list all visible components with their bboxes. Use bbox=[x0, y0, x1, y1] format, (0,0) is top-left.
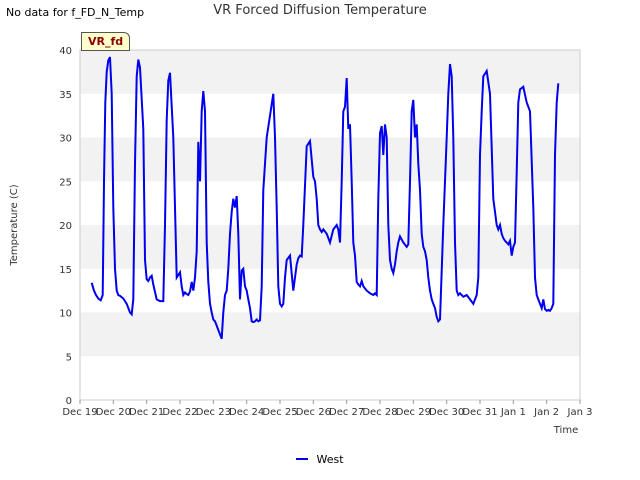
x-tick-label: Dec 27 bbox=[329, 407, 364, 418]
x-tick-label: Jan 3 bbox=[567, 407, 593, 418]
legend-label-west: West bbox=[316, 453, 344, 466]
legend: West bbox=[0, 453, 640, 466]
y-tick-label: 40 bbox=[59, 46, 72, 57]
x-tick-label: Dec 31 bbox=[462, 407, 497, 418]
y-tick-label: 0 bbox=[66, 396, 72, 407]
grid-band bbox=[80, 137, 580, 182]
x-tick-label: Dec 21 bbox=[129, 407, 164, 418]
plot-frame bbox=[79, 49, 581, 401]
x-tick-label: Dec 30 bbox=[429, 407, 464, 418]
y-tick-label: 25 bbox=[59, 177, 72, 188]
x-tick-label: Jan 1 bbox=[500, 407, 526, 418]
y-axis-title: Temperature (C) bbox=[9, 184, 20, 266]
x-tick-label: Dec 22 bbox=[162, 407, 197, 418]
y-tick-label: 20 bbox=[59, 221, 72, 232]
grid-bands bbox=[80, 50, 580, 400]
series-line-west bbox=[90, 56, 560, 340]
x-tick-label: Dec 25 bbox=[262, 407, 297, 418]
grid-band bbox=[80, 93, 580, 138]
y-tick-label: 5 bbox=[66, 352, 72, 363]
x-tick-label: Dec 20 bbox=[96, 407, 131, 418]
grid-band bbox=[80, 356, 580, 400]
site-tag: VR_fd bbox=[81, 32, 131, 51]
no-data-note: No data for f_FD_N_Temp bbox=[6, 6, 145, 19]
x-tick-label: Dec 24 bbox=[229, 407, 264, 418]
y-tick-label: 15 bbox=[59, 265, 72, 276]
x-tick-label: Dec 19 bbox=[62, 407, 97, 418]
x-tick-label: Dec 23 bbox=[196, 407, 231, 418]
grid-band bbox=[80, 50, 580, 94]
y-tick-label: 30 bbox=[59, 134, 72, 145]
grid-band bbox=[80, 312, 580, 357]
x-axis-title: Time bbox=[553, 425, 578, 436]
y-axis: 0 5 10 15 20 25 30 35 40 bbox=[59, 46, 72, 407]
grid-band bbox=[80, 225, 580, 269]
x-tick-label: Jan 2 bbox=[533, 407, 559, 418]
chart-title: VR Forced Diffusion Temperature bbox=[213, 3, 427, 18]
legend-swatch-west bbox=[296, 458, 309, 460]
y-tick-label: 35 bbox=[59, 90, 72, 101]
x-tick-label: Dec 28 bbox=[362, 407, 397, 418]
x-tick-label: Dec 26 bbox=[296, 407, 331, 418]
x-tick-label: Dec 29 bbox=[396, 407, 431, 418]
grid-band bbox=[80, 181, 580, 225]
y-tick-label: 10 bbox=[59, 309, 72, 320]
